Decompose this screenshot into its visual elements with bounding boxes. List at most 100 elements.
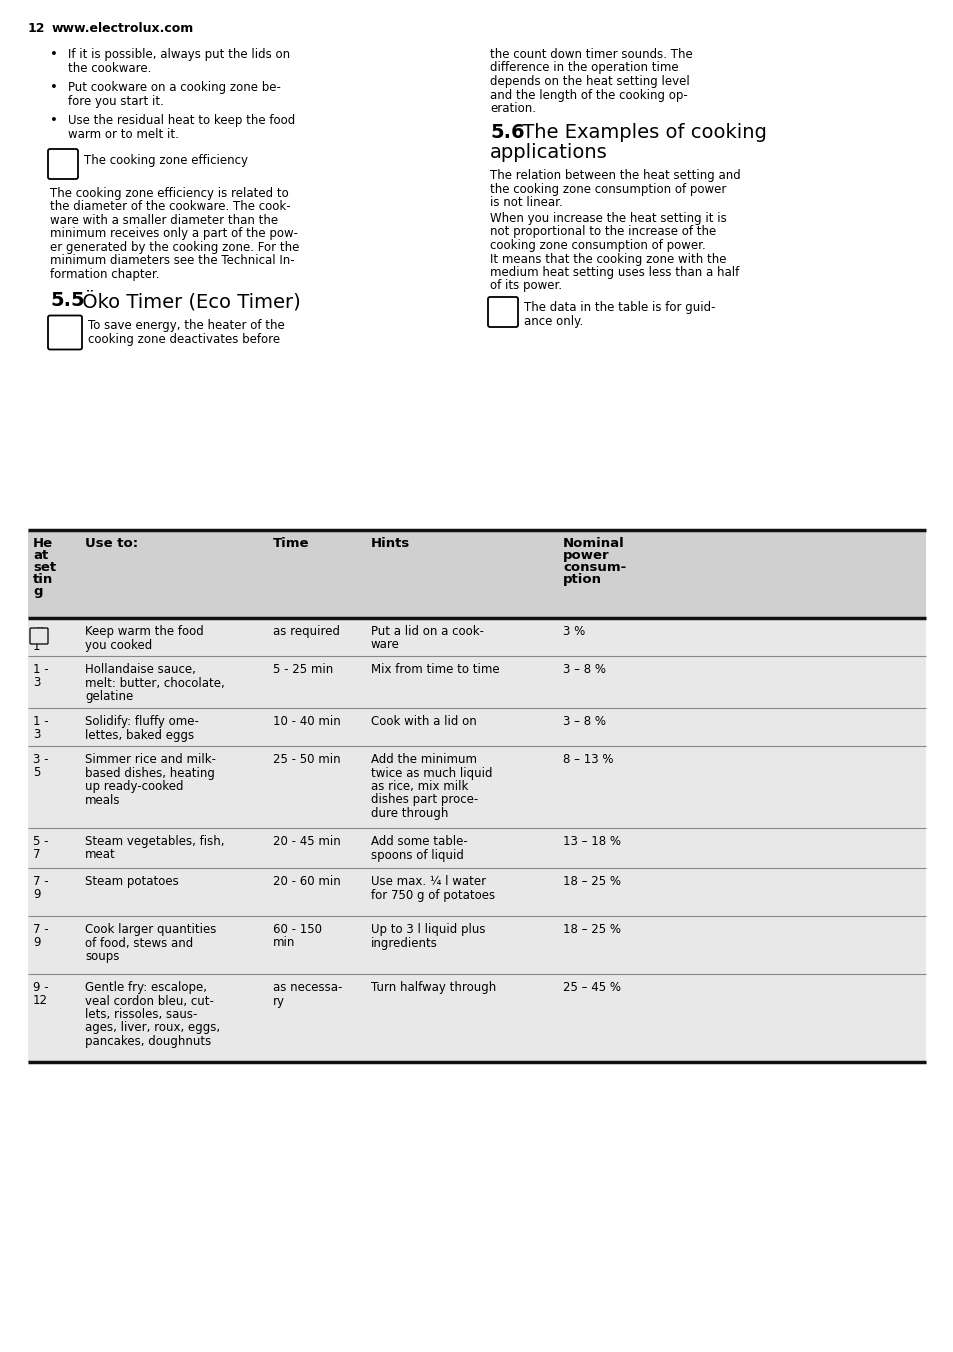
Text: 1 -: 1 - [33,662,49,676]
Text: If it is possible, always put the lids on: If it is possible, always put the lids o… [68,49,290,61]
Text: 5.5: 5.5 [50,292,85,311]
Text: medium heat setting uses less than a half: medium heat setting uses less than a hal… [490,266,739,279]
Text: power: power [562,549,609,562]
Text: Keep warm the food: Keep warm the food [85,625,204,638]
Bar [28,917,925,973]
Text: The data in the table is for guid-: The data in the table is for guid- [523,301,715,314]
Text: at: at [33,549,49,562]
Text: fore you start it.: fore you start it. [68,95,164,108]
Text: meals: meals [85,794,120,807]
Bar [28,827,925,868]
Text: Gentle fry: escalope,: Gentle fry: escalope, [85,982,207,994]
Text: Simmer rice and milk-: Simmer rice and milk- [85,753,215,767]
FancyBboxPatch shape [30,627,48,644]
Text: 20 - 60 min: 20 - 60 min [273,875,340,888]
Text: dishes part proce-: dishes part proce- [371,794,477,807]
Bar [28,868,925,917]
Text: Nominal: Nominal [562,537,624,550]
Text: the cookware.: the cookware. [68,61,152,74]
Text: The cooking zone efficiency is related to: The cooking zone efficiency is related t… [50,187,289,200]
Text: Mix from time to time: Mix from time to time [371,662,499,676]
Text: 13 – 18 %: 13 – 18 % [562,836,620,848]
Text: ware with a smaller diameter than the: ware with a smaller diameter than the [50,214,278,227]
Text: 3 -: 3 - [33,753,49,767]
Text: ance only.: ance only. [523,315,582,327]
FancyBboxPatch shape [48,149,78,178]
Text: ages, liver, roux, eggs,: ages, liver, roux, eggs, [85,1022,220,1034]
Text: depends on the heat setting level: depends on the heat setting level [490,74,689,88]
Text: ry: ry [273,995,285,1007]
Text: 20 - 45 min: 20 - 45 min [273,836,340,848]
Bar [28,656,925,708]
Text: Add some table-: Add some table- [371,836,467,848]
Text: 7 -: 7 - [33,875,49,888]
Text: the cooking zone consumption of power: the cooking zone consumption of power [490,183,725,196]
Text: set: set [33,561,56,575]
FancyBboxPatch shape [48,315,82,350]
Text: veal cordon bleu, cut-: veal cordon bleu, cut- [85,995,213,1007]
Text: www.electrolux.com: www.electrolux.com [52,22,194,35]
Bar [28,708,925,746]
Text: twice as much liquid: twice as much liquid [371,767,492,780]
Text: is not linear.: is not linear. [490,196,562,210]
Text: 25 – 45 %: 25 – 45 % [562,982,620,994]
Text: ption: ption [562,573,601,585]
Bar [28,618,925,656]
Text: applications: applications [490,143,607,162]
Text: based dishes, heating: based dishes, heating [85,767,214,780]
Text: 7: 7 [33,849,40,861]
Text: 5 - 25 min: 5 - 25 min [273,662,333,676]
Text: Turn halfway through: Turn halfway through [371,982,496,994]
Text: 3: 3 [33,729,40,741]
Text: 5 -: 5 - [33,836,49,848]
Text: the count down timer sounds. The: the count down timer sounds. The [490,49,692,61]
Bar [28,746,925,827]
Text: cooking zone deactivates before: cooking zone deactivates before [88,333,280,346]
Text: Steam potatoes: Steam potatoes [85,875,178,888]
Text: 18 – 25 %: 18 – 25 % [562,923,620,936]
Text: of food, stews and: of food, stews and [85,937,193,949]
Text: Solidify: fluffy ome-: Solidify: fluffy ome- [85,715,198,727]
Text: gelatine: gelatine [85,690,133,703]
Text: 12: 12 [33,995,48,1007]
Text: ☘: ☘ [56,322,73,341]
Text: as necessa-: as necessa- [273,982,342,994]
Text: spoons of liquid: spoons of liquid [371,849,463,861]
Text: consum-: consum- [562,561,625,575]
Text: 8 – 13 %: 8 – 13 % [562,753,613,767]
Text: not proportional to the increase of the: not proportional to the increase of the [490,226,716,238]
Text: minimum receives only a part of the pow-: minimum receives only a part of the pow- [50,227,297,241]
Text: 5: 5 [33,767,40,780]
Text: To save energy, the heater of the: To save energy, the heater of the [88,319,284,333]
Text: •: • [50,81,58,95]
Text: warm or to melt it.: warm or to melt it. [68,127,179,141]
Text: i: i [499,301,505,320]
Text: difference in the operation time: difference in the operation time [490,61,678,74]
Text: Put a lid on a cook-: Put a lid on a cook- [371,625,483,638]
Text: 5.6: 5.6 [490,123,524,142]
Text: 9: 9 [33,888,40,902]
Text: •: • [50,114,58,127]
Text: Steam vegetables, fish,: Steam vegetables, fish, [85,836,224,848]
Text: 18 – 25 %: 18 – 25 % [562,875,620,888]
Text: 3: 3 [33,676,40,690]
Text: melt: butter, chocolate,: melt: butter, chocolate, [85,676,225,690]
Text: The cooking zone efficiency: The cooking zone efficiency [84,154,248,168]
Text: up ready-cooked: up ready-cooked [85,780,183,794]
Bar [28,530,925,618]
Bar [28,973,925,1063]
Text: Hints: Hints [371,537,410,550]
Text: Use to:: Use to: [85,537,138,550]
Text: tin: tin [33,573,53,585]
Text: Hollandaise sauce,: Hollandaise sauce, [85,662,195,676]
Text: i: i [60,154,66,172]
Text: as required: as required [273,625,339,638]
Text: 7 -: 7 - [33,923,49,936]
Text: lettes, baked eggs: lettes, baked eggs [85,729,193,741]
Text: the diameter of the cookware. The cook-: the diameter of the cookware. The cook- [50,200,291,214]
Text: 60 - 150: 60 - 150 [273,923,322,936]
Text: for 750 g of potatoes: for 750 g of potatoes [371,888,495,902]
Text: 9 -: 9 - [33,982,49,994]
Text: The Examples of cooking: The Examples of cooking [516,123,766,142]
Text: Put cookware on a cooking zone be-: Put cookware on a cooking zone be- [68,81,280,95]
